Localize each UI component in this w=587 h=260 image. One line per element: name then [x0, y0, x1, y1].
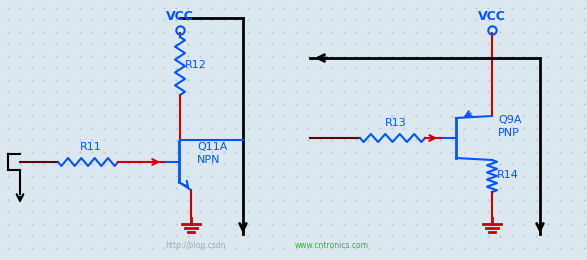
Text: http://blog.csdn.: http://blog.csdn.	[165, 241, 228, 250]
Text: VCC: VCC	[478, 10, 506, 23]
Text: VCC: VCC	[166, 10, 194, 23]
Text: www.cntronics.com: www.cntronics.com	[295, 241, 369, 250]
Text: PNP: PNP	[498, 128, 520, 138]
Text: R12: R12	[185, 60, 207, 70]
Text: R14: R14	[497, 170, 519, 180]
Text: R13: R13	[384, 118, 406, 128]
Text: R11: R11	[80, 142, 102, 152]
Text: Q11A: Q11A	[197, 142, 227, 152]
Text: Q9A: Q9A	[498, 115, 521, 125]
Text: NPN: NPN	[197, 155, 221, 165]
